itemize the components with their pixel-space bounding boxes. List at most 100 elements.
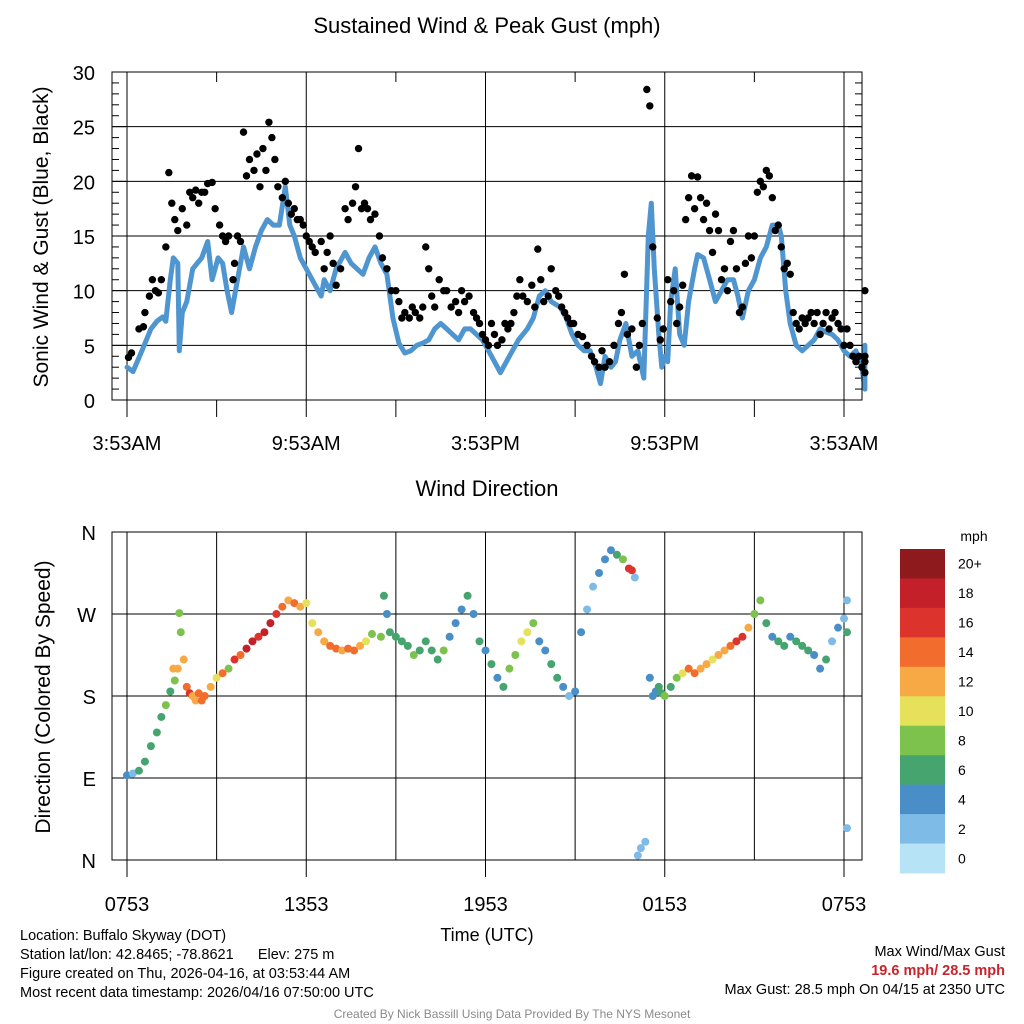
- x-tick-label: 0753: [105, 894, 150, 916]
- sustained-wind-line: [124, 184, 868, 392]
- colorbar-label: 4: [958, 791, 966, 807]
- direction-point: [816, 664, 825, 673]
- direction-point: [179, 655, 188, 664]
- direction-point: [146, 742, 155, 751]
- y-tick-label: N: [82, 523, 96, 545]
- direction-point: [726, 641, 735, 650]
- gust-point: [475, 319, 484, 328]
- gust-point: [425, 265, 433, 273]
- direction-point: [804, 646, 813, 655]
- gust-point: [620, 270, 629, 278]
- direction-point: [173, 664, 182, 673]
- direction-point: [457, 605, 466, 614]
- colorbar-swatch: [900, 755, 945, 786]
- direction-point: [382, 610, 391, 618]
- direction-point: [379, 591, 388, 600]
- direction-point: [714, 651, 723, 659]
- direction-point: [391, 632, 400, 641]
- gust-point: [735, 308, 744, 317]
- gust-point: [320, 265, 328, 273]
- gust-point: [861, 368, 869, 377]
- gust-point: [472, 314, 481, 322]
- gust-point: [504, 325, 512, 333]
- direction-point: [469, 610, 478, 618]
- direction-point: [606, 546, 615, 555]
- direction-point: [134, 766, 143, 775]
- colorbar-swatch: [900, 814, 945, 845]
- gust-point: [186, 188, 194, 196]
- gust-point: [281, 177, 290, 186]
- gust-point: [408, 303, 417, 311]
- gust-point: [265, 118, 273, 126]
- direction-point: [157, 712, 166, 721]
- gust-point: [398, 314, 406, 322]
- gust-point: [852, 358, 860, 366]
- gust-point: [416, 314, 424, 322]
- direction-point: [553, 673, 562, 682]
- direction-point: [182, 682, 191, 691]
- colorbar-label: 16: [958, 615, 974, 631]
- gust-point: [357, 204, 366, 213]
- gust-point: [638, 319, 647, 328]
- y-tick-label: E: [83, 769, 96, 791]
- gust-point: [855, 352, 863, 360]
- direction-point: [672, 673, 681, 682]
- direction-point: [678, 669, 687, 678]
- gust-point: [531, 303, 539, 311]
- direction-point: [175, 609, 184, 618]
- direction-point: [224, 664, 233, 673]
- gust-point: [148, 276, 157, 284]
- direction-point: [385, 628, 394, 637]
- chart-title: Wind Direction: [415, 476, 558, 501]
- gust-point: [614, 319, 623, 328]
- direction-point: [627, 566, 636, 575]
- gust-point: [587, 352, 596, 360]
- gust-point: [702, 199, 711, 207]
- latlon-elev-line: Station lat/lon: 42.8465; -78.8621 Elev:…: [20, 946, 374, 965]
- gust-point: [675, 303, 684, 311]
- direction-point: [499, 682, 508, 691]
- gust-point: [777, 243, 785, 251]
- direction-point: [571, 687, 580, 696]
- direction-point: [630, 573, 639, 582]
- gust-point: [705, 226, 714, 235]
- gust-point: [837, 325, 845, 333]
- y-tick-label: 20: [73, 172, 95, 194]
- gust-point: [659, 325, 667, 333]
- direction-point: [702, 660, 711, 669]
- gust-point: [317, 237, 325, 246]
- direction-point: [810, 651, 819, 659]
- direction-point: [666, 682, 675, 691]
- gust-point: [708, 248, 717, 257]
- direction-point: [696, 664, 705, 673]
- gust-point: [336, 265, 345, 273]
- gust-point: [284, 199, 293, 207]
- direction-point: [308, 619, 317, 628]
- gust-point: [478, 330, 487, 339]
- gust-point: [323, 248, 331, 257]
- direction-point: [738, 632, 747, 641]
- direction-point: [842, 628, 851, 637]
- gust-point: [690, 204, 699, 213]
- gust-point: [431, 303, 439, 311]
- gust-point: [583, 341, 591, 350]
- direction-point: [633, 851, 642, 860]
- gust-point: [789, 308, 797, 317]
- direction-point: [481, 646, 490, 655]
- gust-point: [484, 341, 493, 350]
- direction-point: [842, 824, 851, 833]
- direction-point: [166, 687, 175, 696]
- direction-point: [376, 632, 385, 641]
- gust-point: [780, 265, 788, 273]
- direction-point: [445, 632, 454, 641]
- direction-point: [732, 637, 741, 646]
- gust-point: [653, 314, 661, 322]
- gust-point: [221, 237, 230, 246]
- station-info: Location: Buffalo Skyway (DOT) Station l…: [20, 927, 374, 1003]
- gust-point: [392, 286, 400, 295]
- gust-point: [540, 297, 548, 306]
- direction-point: [684, 664, 693, 673]
- direction-point: [140, 757, 149, 766]
- direction-point: [798, 641, 807, 650]
- gust-point: [299, 221, 307, 229]
